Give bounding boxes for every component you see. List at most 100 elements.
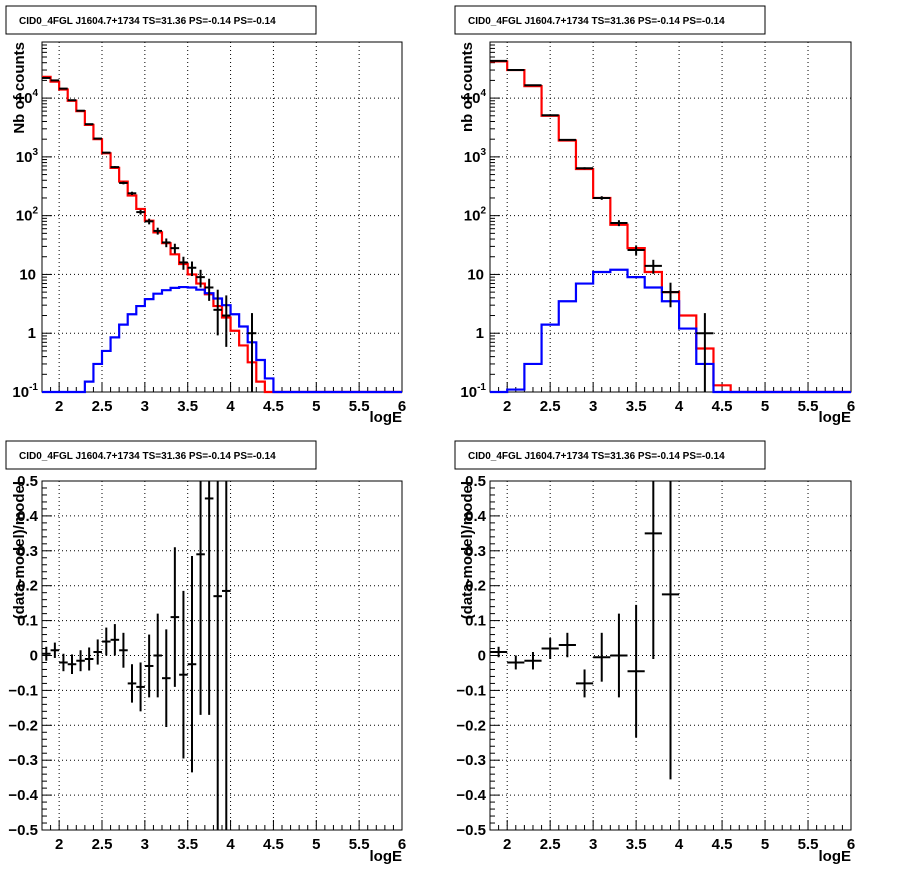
y-tick-label: 103 xyxy=(16,147,39,166)
series-line-blue xyxy=(42,285,402,394)
x-tick-label: 2 xyxy=(503,836,511,853)
y-tick-label: −0.2 xyxy=(8,717,38,734)
y-tick-label: 0.3 xyxy=(465,543,486,560)
data-point xyxy=(213,481,222,830)
data-point xyxy=(93,639,102,665)
chart-title: CID0_4FGL J1604.7+1734 TS=31.36 PS=-0.14… xyxy=(468,16,725,27)
x-tick-label: 2 xyxy=(55,398,63,415)
x-tick-label: 3 xyxy=(589,398,597,415)
data-point xyxy=(213,289,222,336)
y-axis-label: (data-model)/model xyxy=(11,481,28,619)
data-point xyxy=(102,151,111,154)
y-tick-label: −0.5 xyxy=(456,822,486,839)
y-tick-label: 0.1 xyxy=(465,613,486,630)
x-tick-label: 4 xyxy=(226,398,235,415)
y-tick-label: −0.5 xyxy=(8,822,38,839)
x-tick-label: 3.5 xyxy=(177,836,198,853)
chart-panel-bottom-left: CID0_4FGL J1604.7+1734 TS=31.36 PS=-0.14… xyxy=(5,440,406,865)
data-point xyxy=(187,261,197,277)
data-point xyxy=(110,166,120,169)
y-tick-label: −0.2 xyxy=(456,717,486,734)
data-point xyxy=(661,282,680,308)
title-box xyxy=(5,440,317,470)
data-point xyxy=(575,167,594,170)
x-tick-label: 6 xyxy=(398,836,406,853)
y-tick-label: 10 xyxy=(19,266,36,283)
data-point xyxy=(541,114,559,117)
y-tick-label: 102 xyxy=(464,206,487,225)
x-tick-label: 5 xyxy=(312,398,320,415)
data-point xyxy=(42,646,51,661)
y-tick-label: −0.3 xyxy=(8,752,38,769)
data-point xyxy=(490,646,508,658)
data-point xyxy=(558,138,576,141)
data-point xyxy=(247,313,257,392)
title-box xyxy=(5,5,317,35)
x-tick-label: 2 xyxy=(55,836,63,853)
chart-title: CID0_4FGL J1604.7+1734 TS=31.36 PS=-0.14… xyxy=(19,16,276,27)
data-point xyxy=(136,662,145,712)
y-tick-label: 0.1 xyxy=(17,613,38,630)
data-point xyxy=(102,627,111,656)
chart-title: CID0_4FGL J1604.7+1734 TS=31.36 PS=-0.14… xyxy=(468,451,725,462)
data-point xyxy=(593,196,611,200)
y-tick-label: −0.1 xyxy=(8,682,38,699)
data-point xyxy=(179,590,188,759)
data-point xyxy=(144,634,154,698)
data-point xyxy=(558,632,576,658)
x-tick-label: 5.5 xyxy=(349,836,370,853)
plot-frame xyxy=(489,41,852,393)
x-tick-label: 2.5 xyxy=(92,836,113,853)
y-tick-label: −0.4 xyxy=(456,787,486,804)
y-tick-label: 0.3 xyxy=(17,543,38,560)
data-point xyxy=(507,655,525,670)
y-tick-label: 102 xyxy=(16,206,39,225)
plot-frame xyxy=(41,41,403,393)
x-tick-label: 3.5 xyxy=(626,398,647,415)
data-point xyxy=(144,218,154,225)
chart-title: CID0_4FGL J1604.7+1734 TS=31.36 PS=-0.14… xyxy=(19,451,276,462)
plot-frame xyxy=(41,480,403,831)
chart-panel-top-left: CID0_4FGL J1604.7+1734 TS=31.36 PS=-0.14… xyxy=(5,5,406,426)
x-tick-label: 3.5 xyxy=(626,836,647,853)
x-axis-label: logE xyxy=(370,848,403,865)
y-axis-label: Nb of counts xyxy=(11,42,28,134)
x-tick-label: 4.5 xyxy=(712,398,733,415)
x-tick-label: 5.5 xyxy=(349,398,370,415)
data-point xyxy=(222,295,231,347)
data-point xyxy=(84,647,94,671)
x-tick-label: 3 xyxy=(141,398,149,415)
x-tick-label: 6 xyxy=(398,398,406,415)
x-tick-label: 4 xyxy=(675,398,684,415)
data-point xyxy=(59,653,68,672)
data-point xyxy=(119,181,128,185)
y-tick-label: 104 xyxy=(16,88,39,107)
data-point xyxy=(119,632,128,668)
x-tick-label: 2.5 xyxy=(540,398,561,415)
data-point xyxy=(153,613,162,698)
data-point xyxy=(179,256,188,270)
data-point xyxy=(170,243,180,254)
data-point xyxy=(136,209,145,215)
x-axis-label: logE xyxy=(819,848,852,865)
data-point xyxy=(187,556,197,773)
data-point xyxy=(610,220,628,227)
data-point xyxy=(127,191,137,196)
x-tick-label: 2.5 xyxy=(92,398,113,415)
data-point xyxy=(524,652,542,670)
y-tick-label: 10-1 xyxy=(12,382,38,401)
data-point xyxy=(696,313,714,392)
data-point xyxy=(644,481,662,659)
x-tick-label: 5 xyxy=(761,398,769,415)
data-point xyxy=(93,137,102,140)
y-tick-label: −0.1 xyxy=(456,682,486,699)
x-tick-label: 5.5 xyxy=(798,836,819,853)
data-point xyxy=(67,654,77,674)
x-tick-label: 3.5 xyxy=(177,398,198,415)
data-point xyxy=(162,629,171,728)
data-point xyxy=(196,481,205,715)
y-tick-label: 10-1 xyxy=(460,382,486,401)
series-line-red xyxy=(42,75,402,394)
data-point xyxy=(204,481,214,715)
data-point xyxy=(153,227,162,235)
